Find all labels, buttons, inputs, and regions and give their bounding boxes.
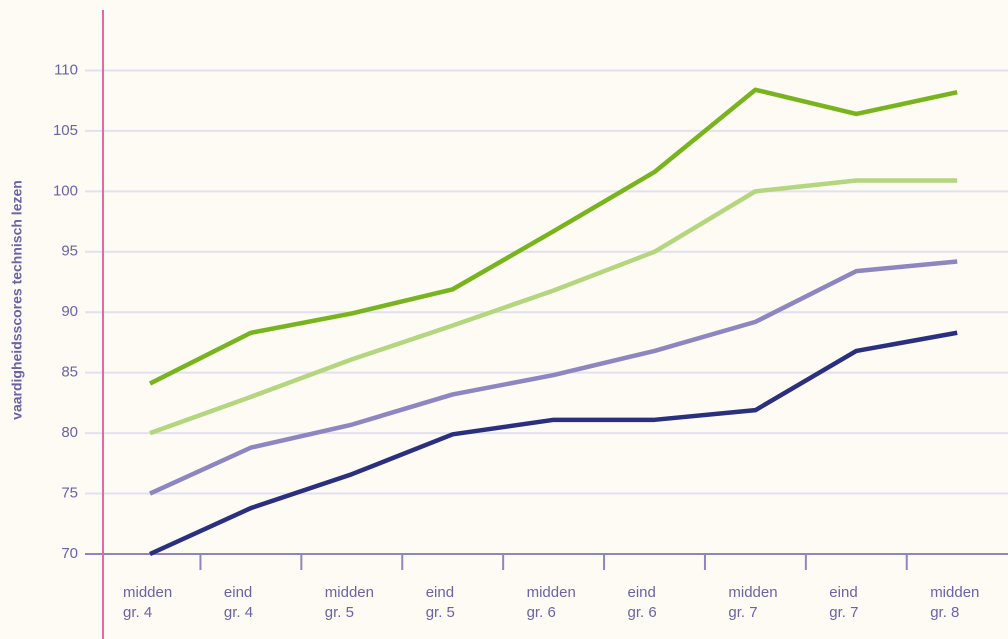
x-tick-label: midden gr. 5 xyxy=(325,584,374,621)
y-tick-label: 110 xyxy=(54,61,78,78)
x-tick-label-line: eind xyxy=(224,584,252,601)
x-tick-label-line: midden xyxy=(325,584,374,601)
x-tick-label-line: eind xyxy=(628,584,656,601)
y-tick-label: 90 xyxy=(61,303,78,320)
line-series xyxy=(149,178,958,436)
x-tick-label-line: gr. 4 xyxy=(123,604,152,621)
x-tick-label-line: midden xyxy=(728,584,777,601)
y-tick-label: 100 xyxy=(53,182,78,199)
y-tick-label: 95 xyxy=(61,243,78,260)
x-tick-label: eind gr. 4 xyxy=(224,584,253,621)
x-tick-label: midden gr. 8 xyxy=(930,584,979,621)
x-tick-label-line: gr. 7 xyxy=(829,604,858,621)
x-tick-label-line: gr. 6 xyxy=(628,604,657,621)
x-tick-label-line: eind xyxy=(426,584,454,601)
y-tick-label: 105 xyxy=(53,122,78,139)
line-series xyxy=(149,259,958,496)
x-tick-label-line: gr. 6 xyxy=(527,604,556,621)
y-tick-label: 75 xyxy=(61,485,78,502)
x-tick-label-line: gr. 4 xyxy=(224,604,253,621)
y-axis-label: vaardigheidsscores technisch lezen xyxy=(9,180,25,420)
y-tick-label: 70 xyxy=(61,545,78,562)
x-tick-label: midden gr. 6 xyxy=(527,584,576,621)
line-series xyxy=(149,330,958,557)
x-tick-label-line: gr. 7 xyxy=(728,604,757,621)
x-tick-label-line: midden xyxy=(527,584,576,601)
x-tick-label-line: midden xyxy=(123,584,172,601)
x-tick-label-line: midden xyxy=(930,584,979,601)
y-tick-label: 85 xyxy=(61,364,78,381)
x-tick-label-line: gr. 8 xyxy=(930,604,959,621)
y-tick-label: 80 xyxy=(61,424,78,441)
x-tick-label-line: eind xyxy=(829,584,857,601)
x-tick-label: midden gr. 4 xyxy=(123,584,172,621)
line-series xyxy=(148,87,958,386)
x-tick-label: eind gr. 5 xyxy=(426,584,455,621)
x-tick-label: eind gr. 7 xyxy=(829,584,858,621)
x-tick-label: midden gr. 7 xyxy=(728,584,777,621)
x-tick-label: eind gr. 6 xyxy=(628,584,657,621)
x-tick-label-line: gr. 5 xyxy=(426,604,455,621)
x-tick-label-line: gr. 5 xyxy=(325,604,354,621)
